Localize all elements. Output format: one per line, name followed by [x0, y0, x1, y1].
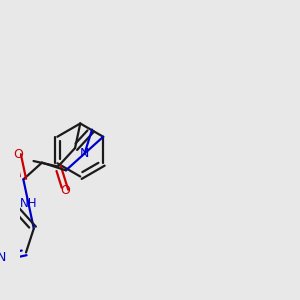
Text: O: O — [61, 184, 70, 197]
Text: N: N — [80, 147, 89, 160]
Text: NH: NH — [20, 197, 37, 211]
Text: N: N — [0, 251, 6, 264]
Text: O: O — [13, 148, 23, 161]
